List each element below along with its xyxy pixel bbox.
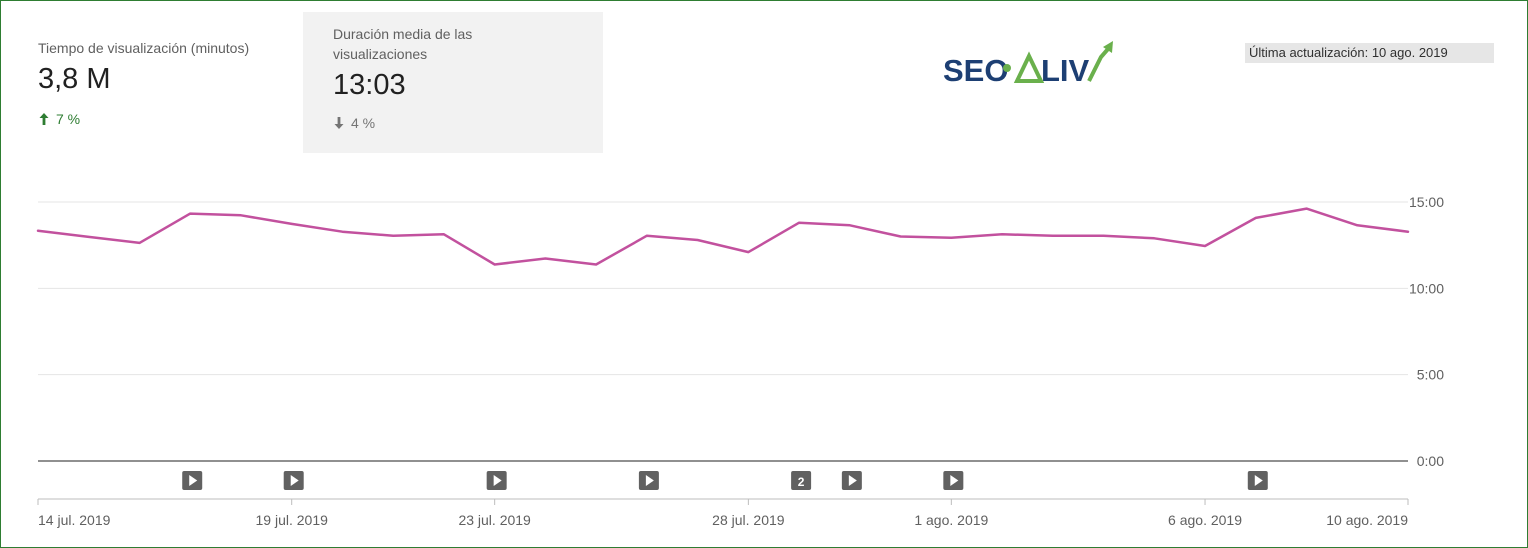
video-published-marker[interactable]: [638, 471, 659, 490]
play-icon: [189, 475, 198, 486]
y-tick-label: 5:00: [1417, 367, 1444, 383]
last-updated-badge: Última actualización: 10 ago. 2019: [1245, 43, 1494, 63]
play-icon: [645, 475, 654, 486]
metric-watch-time[interactable]: Tiempo de visualización (minutos) 3,8 M …: [11, 12, 303, 153]
x-tick-label: 19 jul. 2019: [256, 512, 329, 528]
arrow-down-icon: [334, 117, 344, 129]
x-tick-label: 6 ago. 2019: [1168, 512, 1242, 528]
y-tick-label: 15:00: [1409, 194, 1444, 210]
video-published-marker[interactable]: [182, 471, 203, 490]
metric-label: Tiempo de visualización (minutos): [38, 40, 250, 56]
play-icon: [848, 475, 857, 486]
metric-value: 13:03: [333, 69, 406, 101]
video-published-marker[interactable]: [1247, 471, 1268, 490]
metric-change-value: 7 %: [56, 111, 81, 127]
play-icon: [950, 475, 959, 486]
x-tick-label: 23 jul. 2019: [458, 512, 531, 528]
x-tick-label: 10 ago. 2019: [1326, 512, 1408, 528]
metric-value: 3,8 M: [38, 63, 111, 95]
seoalive-logo: SEO LIV: [943, 41, 1113, 88]
x-tick-label: 1 ago. 2019: [914, 512, 988, 528]
video-published-marker[interactable]: [486, 471, 507, 490]
y-tick-label: 10:00: [1409, 280, 1444, 296]
svg-text:SEO: SEO: [943, 53, 1008, 88]
video-published-marker[interactable]: [283, 471, 304, 490]
marker-count-label: 2: [798, 475, 805, 489]
metric-label: Duración media de las visualizaciones: [333, 26, 473, 62]
metric-change-value: 4 %: [351, 115, 376, 131]
marker-box: [791, 471, 812, 490]
svg-text:LIV: LIV: [1041, 53, 1090, 88]
metric-avg-duration[interactable]: Duración media de las visualizaciones 13…: [303, 12, 603, 153]
arrow-up-icon: [39, 113, 49, 125]
play-icon: [493, 475, 502, 486]
metric-change: 4 %: [333, 114, 603, 132]
video-published-marker[interactable]: [943, 471, 964, 490]
video-published-marker[interactable]: [841, 471, 862, 490]
series-line: [36, 207, 1410, 266]
x-tick-label: 14 jul. 2019: [38, 512, 111, 528]
y-tick-label: 0:00: [1417, 453, 1444, 469]
x-tick-label: 28 jul. 2019: [712, 512, 785, 528]
video-count-marker[interactable]: 2: [791, 471, 812, 490]
play-icon: [290, 475, 299, 486]
play-icon: [1254, 475, 1263, 486]
metric-change: 7 %: [38, 110, 303, 128]
